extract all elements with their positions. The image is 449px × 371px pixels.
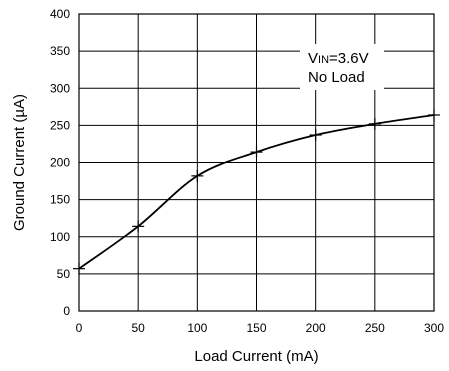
y-tick-label: 150 [50, 193, 70, 207]
x-tick-label: 200 [306, 321, 326, 335]
annotation-vin-subscript: IN [318, 54, 329, 66]
x-tick-label: 250 [365, 321, 385, 335]
y-tick-label: 250 [50, 118, 70, 132]
data-point-marker [132, 220, 145, 233]
y-tick-label: 400 [50, 7, 70, 21]
annotation-load-label: No Load [308, 69, 365, 86]
y-tick-labels: 0 50 100 150 200 250 300 350 400 [50, 7, 70, 318]
series-layer [73, 108, 440, 275]
x-tick-label: 0 [76, 321, 83, 335]
y-tick-label: 100 [50, 230, 70, 244]
x-axis-title: Load Current (mA) [194, 348, 318, 365]
y-tick-label: 0 [63, 304, 70, 318]
data-point-marker [368, 117, 381, 130]
annotation-vin-prefix: V [308, 50, 318, 67]
y-axis-title: Ground Current (µA) [11, 94, 28, 231]
annotation-vin-label: VIN=3.6V [308, 50, 369, 67]
y-tick-label: 300 [50, 81, 70, 95]
annotation-vin-value: =3.6V [329, 50, 369, 67]
x-tick-labels: 0 50 100 150 200 250 300 [76, 321, 445, 335]
data-point-marker [309, 129, 322, 142]
x-tick-label: 150 [246, 321, 266, 335]
annotation-background [300, 44, 384, 90]
y-tick-label: 200 [50, 156, 70, 170]
x-tick-label: 300 [424, 321, 444, 335]
data-point-marker [73, 262, 85, 275]
condition-annotation: VIN=3.6V No Load [300, 44, 384, 90]
x-tick-label: 50 [131, 321, 145, 335]
grid-lines [78, 13, 435, 312]
y-tick-label: 50 [57, 267, 71, 281]
data-point-marker [191, 169, 204, 182]
y-tick-label: 350 [50, 44, 70, 58]
data-point-marker [428, 108, 440, 121]
data-point-marker [250, 146, 263, 159]
x-tick-label: 100 [187, 321, 207, 335]
plot-frame [78, 13, 435, 312]
